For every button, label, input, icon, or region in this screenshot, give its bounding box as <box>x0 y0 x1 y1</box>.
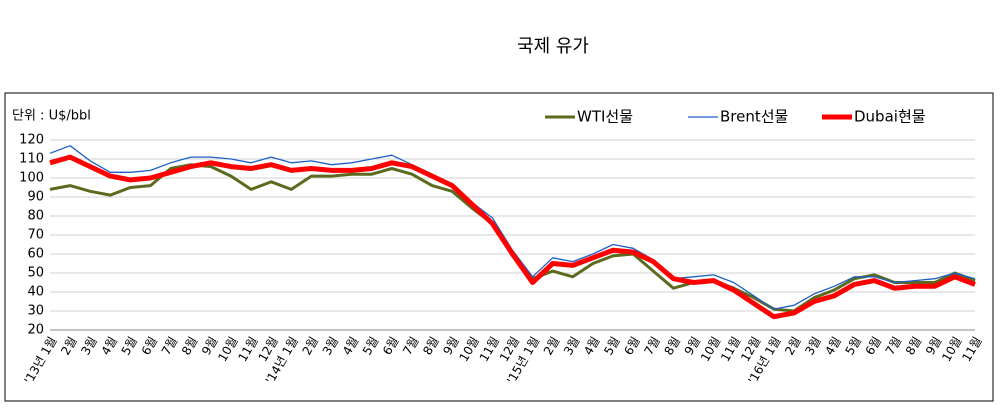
x-tick-label: 8월 <box>179 334 200 357</box>
x-tick-label: 7월 <box>159 334 180 357</box>
x-tick-label: 5월 <box>601 334 622 357</box>
series-line <box>49 154 976 320</box>
x-tick-label: 4월 <box>822 334 843 357</box>
x-tick-label: 8월 <box>662 334 683 357</box>
legend-label: WTI선물 <box>577 108 633 126</box>
series-line <box>49 163 976 313</box>
x-tick-label: 4월 <box>581 334 602 357</box>
x-tick-label: 3월 <box>320 334 341 357</box>
x-tick-label: 7월 <box>400 334 421 357</box>
x-tick-label: 6월 <box>621 334 642 357</box>
x-tick-label: 2월 <box>300 334 321 357</box>
y-tick-label: 120 <box>19 133 44 148</box>
x-tick-label: 11월 <box>718 334 743 364</box>
x-tick-label: 11월 <box>477 334 502 364</box>
x-tick-label: 7월 <box>883 334 904 357</box>
legend-label: Brent선물 <box>720 108 788 126</box>
x-tick-label: 4월 <box>340 334 361 357</box>
x-tick-label: 3월 <box>802 334 823 357</box>
x-tick-label: '13년 1월 <box>21 334 59 386</box>
x-tick-label: 10월 <box>939 334 964 364</box>
x-tick-label: 6월 <box>139 334 160 357</box>
chart-title: 국제 유가 <box>517 36 589 57</box>
x-tick-label: 10월 <box>698 334 723 364</box>
x-tick-label: 10월 <box>215 334 240 364</box>
x-tick-label: 11월 <box>235 334 260 364</box>
x-tick-label: 3월 <box>78 334 99 357</box>
x-tick-label: 5월 <box>360 334 381 357</box>
x-tick-label: 6월 <box>863 334 884 357</box>
chart-frame <box>4 92 994 402</box>
x-tick-label: 2월 <box>58 334 79 357</box>
y-tick-label: 100 <box>19 171 44 186</box>
y-tick-label: 90 <box>27 190 44 205</box>
y-tick-label: 30 <box>27 304 44 319</box>
x-tick-label: 4월 <box>98 334 119 357</box>
unit-label: 단위 : U$/bbl <box>12 109 91 124</box>
x-tick-label: 7월 <box>641 334 662 357</box>
x-tick-label: 5월 <box>843 334 864 357</box>
y-tick-label: 60 <box>27 247 44 262</box>
y-tick-label: 70 <box>27 228 44 243</box>
x-tick-label: 10월 <box>457 334 482 364</box>
y-tick-label: 110 <box>19 152 44 167</box>
x-tick-label: 5월 <box>119 334 140 357</box>
series-line <box>49 145 976 310</box>
x-tick-label: 6월 <box>380 334 401 357</box>
legend-label: Dubai현물 <box>854 108 926 126</box>
x-tick-label: 8월 <box>420 334 441 357</box>
x-tick-label: 2월 <box>541 334 562 357</box>
x-tick-label: 11월 <box>959 334 984 364</box>
x-tick-label: 8월 <box>903 334 924 357</box>
x-tick-label: 3월 <box>561 334 582 357</box>
y-tick-label: 50 <box>27 266 44 281</box>
y-tick-label: 40 <box>27 285 44 300</box>
x-tick-label: 2월 <box>782 334 803 357</box>
y-tick-label: 80 <box>27 209 44 224</box>
y-tick-label: 20 <box>27 323 44 338</box>
